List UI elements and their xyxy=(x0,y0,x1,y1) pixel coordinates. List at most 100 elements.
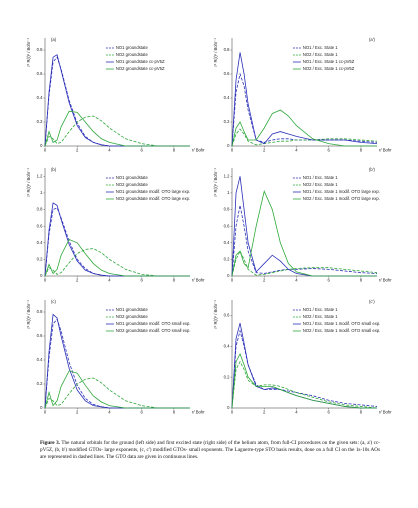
x-tick-label: 8 xyxy=(173,278,176,283)
x-tick-label: 2 xyxy=(76,278,79,283)
legend-label: NO2 / Exc. State 1 modif. OTO small exp. xyxy=(303,328,380,333)
x-tick-label: 0 xyxy=(44,410,47,415)
y-tick-label: 0.2 xyxy=(224,256,230,261)
legend-label: NO2 / Exc. State 1 xyxy=(303,314,338,319)
panel-label: (b) xyxy=(51,167,57,172)
series-line xyxy=(231,128,378,147)
figure: 0 0.2 0.4 0.6 0.8 0 2 4 6 8 r/ Bohr r² R(r)² / Bohr… xyxy=(26,37,392,415)
x-tick-label: 2 xyxy=(263,410,266,415)
series-line xyxy=(231,329,378,409)
y-tick-label: 0.4 xyxy=(37,357,43,362)
panel-label: (c') xyxy=(369,299,375,304)
chart-panel: 0 0.2 0.4 0.6 0.8 1 1.2 0 2 4 6 8 r/ Bohr r² R(r)² / … xyxy=(26,167,205,283)
legend-label: NO1 / Exc. State 1 modif. OTO large exp. xyxy=(303,189,380,194)
chart-panel: 0 0.2 0.4 0.6 0.8 0 2 4 6 8 r/ Bohr r² R(r)² / Bohr… xyxy=(26,299,205,415)
x-tick-label: 8 xyxy=(173,148,176,153)
y-tick-label: 0.8 xyxy=(37,309,43,314)
x-tick-label: 0 xyxy=(231,410,234,415)
x-tick-label: 8 xyxy=(360,410,363,415)
series-line xyxy=(44,202,190,277)
y-tick-label: 1.2 xyxy=(224,173,230,178)
x-tick-label: 8 xyxy=(360,278,363,283)
y-tick-label: 0.4 xyxy=(224,343,230,348)
y-tick-label: 0.4 xyxy=(224,95,230,100)
x-tick-label: 8 xyxy=(360,148,363,153)
legend-label: NO2 groundstate modif. OTO small exp. xyxy=(116,328,191,333)
y-tick-label: 0.8 xyxy=(37,47,43,52)
chart-panel: 0 0.2 0.4 0.6 0.8 0 2 4 6 8 r/ Bohr r² R(r)² / Bohr… xyxy=(26,37,205,153)
y-tick-label: 0.2 xyxy=(224,119,230,124)
y-axis-label: r² R(r)² / Bohr⁻¹ xyxy=(213,37,218,66)
chart-panel: 0 0.2 0.4 0.6 0.8 0 2 4 6 8 r/ Bohr r² R(r)² / Bohr… xyxy=(213,37,392,153)
panel-label: (a) xyxy=(51,37,57,42)
y-axis-label: r² R(r)² / Bohr⁻¹ xyxy=(213,167,218,196)
x-tick-label: 6 xyxy=(327,410,330,415)
legend-label: NO1 groundstate xyxy=(116,307,149,312)
x-tick-label: 6 xyxy=(327,278,330,283)
legend-label: NO1 groundstate modif. OTO small exp. xyxy=(116,321,191,326)
x-axis-label: r/ Bohr xyxy=(379,410,392,415)
panel-label: (b') xyxy=(369,167,376,172)
legend-label: NO1 groundstate modif. OTO large exp. xyxy=(116,189,190,194)
legend-label: NO1 / Exc. State 1 xyxy=(303,175,338,180)
x-tick-label: 4 xyxy=(108,278,111,283)
series-line xyxy=(44,318,190,409)
series-line xyxy=(231,360,378,409)
x-tick-label: 4 xyxy=(295,278,298,283)
x-axis-label: r/ Bohr xyxy=(192,148,205,153)
y-tick-label: 1 xyxy=(40,190,43,195)
y-axis-label: r² R(r)² / Bohr⁻¹ xyxy=(26,37,31,66)
y-tick-label: 0.6 xyxy=(37,71,43,76)
legend-label: NO2 groundstate xyxy=(116,182,149,187)
y-tick-label: 0 xyxy=(40,405,43,410)
series-line xyxy=(44,238,190,277)
legend-label: NO2 / Exc. State 1 cc-pV5Z xyxy=(303,66,355,71)
y-tick-label: 0.8 xyxy=(224,47,230,52)
x-axis-label: r/ Bohr xyxy=(192,278,205,283)
y-tick-label: 0 xyxy=(227,273,230,278)
legend-label: NO1 / Exc. State 1 xyxy=(303,45,338,50)
x-tick-label: 8 xyxy=(173,410,176,415)
x-tick-label: 0 xyxy=(44,278,47,283)
y-tick-label: 0 xyxy=(40,143,43,148)
y-tick-label: 0.6 xyxy=(224,71,230,76)
y-tick-label: 0.6 xyxy=(37,333,43,338)
y-tick-label: 0.6 xyxy=(37,223,43,228)
legend-label: NO2 / Exc. State 1 xyxy=(303,52,338,57)
series-line xyxy=(231,353,377,409)
y-tick-label: 0 xyxy=(227,143,230,148)
x-tick-label: 2 xyxy=(76,148,79,153)
y-tick-label: 0.4 xyxy=(224,240,230,245)
legend-label: NO2 groundstate modif. OTO large exp. xyxy=(116,196,190,201)
y-tick-label: 0.6 xyxy=(224,313,230,318)
series-line xyxy=(44,56,190,147)
y-tick-label: 0.4 xyxy=(37,95,43,100)
legend-label: NO2 groundstate cc-pV5Z xyxy=(116,66,165,71)
series-line xyxy=(231,52,378,147)
series-line xyxy=(231,189,377,277)
y-tick-label: 0.2 xyxy=(37,119,43,124)
x-tick-label: 6 xyxy=(140,410,143,415)
x-tick-label: 6 xyxy=(327,148,330,153)
series-line xyxy=(231,109,377,147)
y-tick-label: 1 xyxy=(227,190,230,195)
y-axis-label: r² R(r)² / Bohr⁻¹ xyxy=(26,299,31,328)
legend-label: NO1 groundstate xyxy=(116,175,149,180)
series-line xyxy=(44,248,190,277)
chart-panel: 0 0.2 0.4 0.6 0.8 1 1.2 0 2 4 6 8 r/ Bohr r² R(r)² / … xyxy=(213,167,392,283)
caption-label: Figure 3. xyxy=(40,440,60,446)
y-tick-label: 0 xyxy=(40,273,43,278)
legend-label: NO1 / Exc. State 1 modif. OTO small exp. xyxy=(303,321,380,326)
legend-label: NO2 / Exc. State 1 modif. OTO large exp. xyxy=(303,196,380,201)
x-tick-label: 6 xyxy=(140,148,143,153)
series-line xyxy=(231,250,378,277)
panel-label: (c) xyxy=(51,299,56,304)
y-tick-label: 0.4 xyxy=(37,240,43,245)
y-axis-label: r² R(r)² / Bohr⁻¹ xyxy=(26,167,31,196)
y-tick-label: 0.8 xyxy=(224,207,230,212)
panel-label: (a') xyxy=(369,37,376,42)
legend-label: NO1 groundstate xyxy=(116,45,149,50)
series-line xyxy=(231,72,378,147)
legend-label: NO1 groundstate cc-pV5Z xyxy=(116,59,165,64)
